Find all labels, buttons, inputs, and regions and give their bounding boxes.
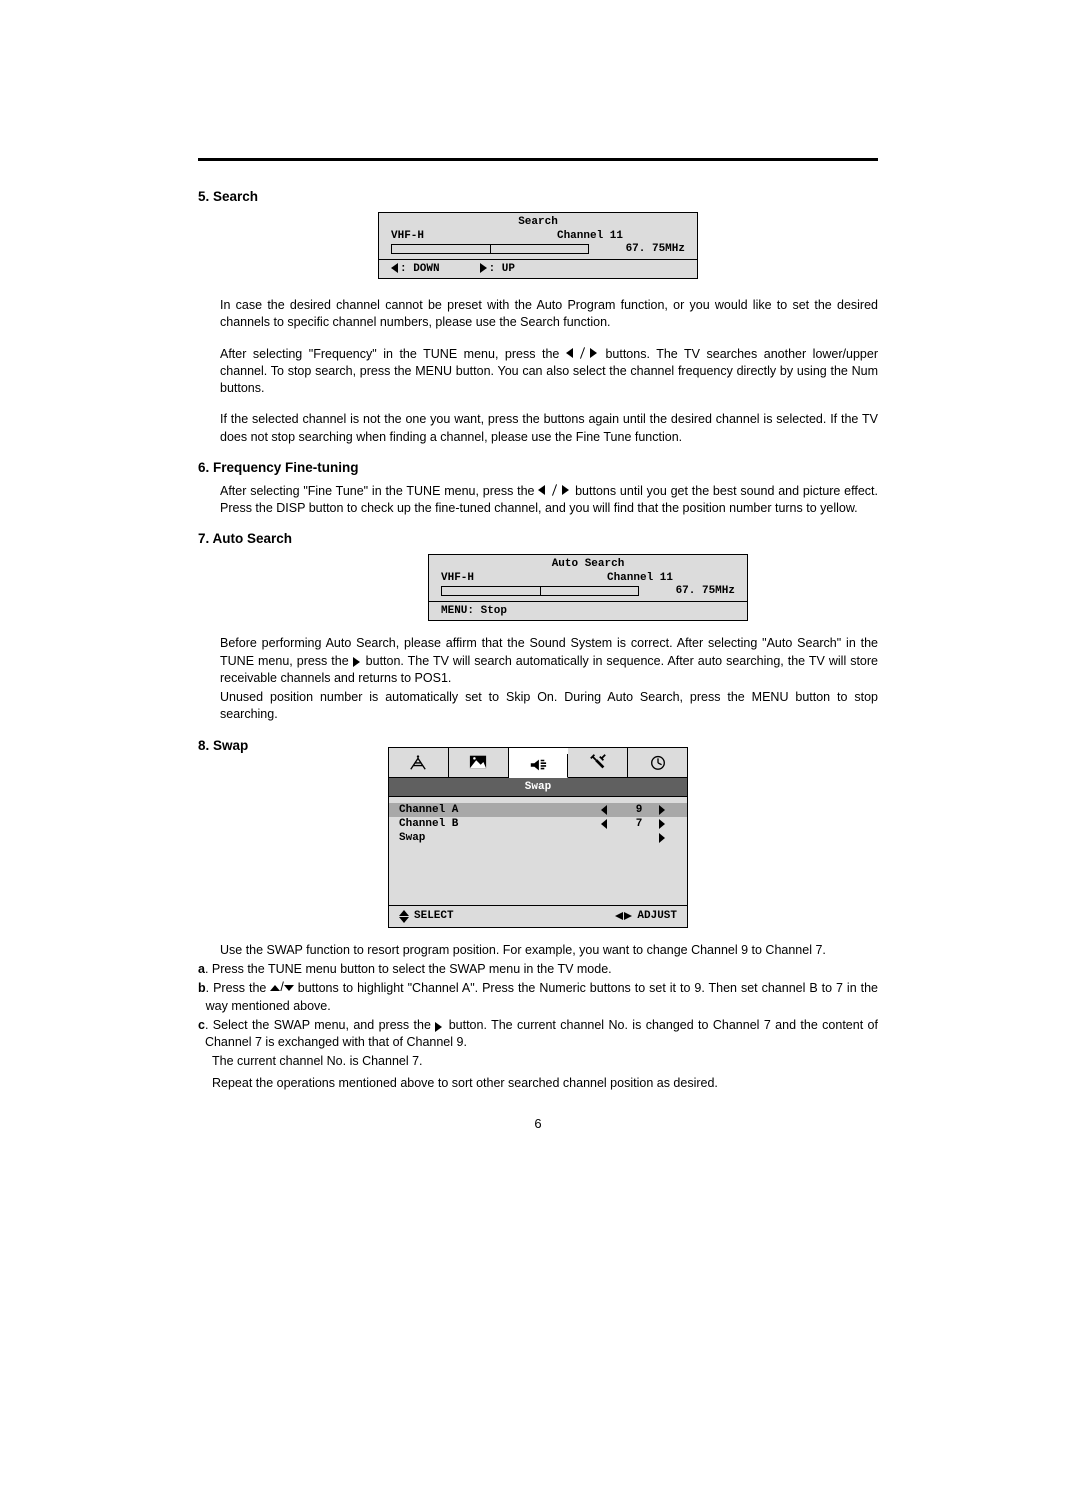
osd-auto-search-box: Auto Search VHF-H Channel 11 67. 75MHz M…	[428, 554, 748, 621]
triangle-right-icon	[659, 819, 665, 829]
heading-search: 5. Search	[198, 189, 878, 204]
triangle-right-icon	[480, 263, 487, 273]
sec5-p1: In case the desired channel cannot be pr…	[220, 297, 878, 332]
tab-sound-icon	[509, 754, 569, 778]
sec8-c3: The current channel No. is Channel 7.	[212, 1053, 878, 1070]
sec8-step-c: c . Select the SWAP menu, and press the …	[198, 1017, 878, 1052]
heading-auto-search: 7. Auto Search	[198, 531, 878, 546]
swap-row-b: Channel B 7	[399, 817, 677, 831]
left-right-icon	[538, 485, 571, 495]
triangle-right-icon	[659, 805, 665, 815]
horizontal-rule	[198, 158, 878, 161]
left-right-icon	[566, 348, 599, 358]
triangle-down-icon	[399, 917, 409, 923]
osd-band: VHF-H	[391, 230, 424, 242]
osd-swap-box: Swap Channel A 9 Channel B 7 Swap	[388, 747, 688, 928]
triangle-right-icon	[659, 833, 665, 843]
osd-up-hint: : UP	[480, 263, 515, 275]
heading-fine-tuning: 6. Frequency Fine-tuning	[198, 460, 878, 475]
tab-picture-icon	[449, 748, 509, 778]
tab-antenna-icon	[389, 748, 449, 778]
triangle-right-icon	[353, 657, 360, 667]
triangle-left-icon	[601, 819, 607, 829]
swap-adjust-hint: ADJUST	[615, 910, 677, 923]
sec7-p2: Unused position number is automatically …	[220, 689, 878, 724]
osd-frequency: 67. 75MHz	[626, 243, 685, 255]
swap-select-hint: SELECT	[399, 910, 454, 923]
triangle-up-icon	[399, 910, 409, 916]
osd-frequency: 67. 75MHz	[676, 585, 735, 597]
sec7-p1: Before performing Auto Search, please af…	[220, 635, 878, 687]
osd-auto-title: Auto Search	[429, 555, 747, 572]
triangle-right-icon	[435, 1022, 442, 1032]
sec8-step-b: b . Press the / buttons to highlight "Ch…	[198, 980, 878, 1015]
up-down-icon: /	[270, 979, 293, 996]
arrow-right-icon	[624, 912, 632, 920]
osd-progress-bar	[391, 244, 589, 254]
heading-swap: 8. Swap	[198, 738, 248, 753]
swap-row-a: Channel A 9	[389, 803, 687, 817]
tab-timer-icon	[628, 748, 687, 778]
osd-down-hint: : DOWN	[391, 263, 440, 275]
triangle-left-icon	[601, 805, 607, 815]
tab-tools-icon	[568, 748, 628, 778]
sec6-p1: After selecting "Fine Tune" in the TUNE …	[220, 483, 878, 518]
osd-search-title: Search	[379, 213, 697, 230]
triangle-left-icon	[391, 263, 398, 273]
osd-channel: Channel 11	[557, 230, 623, 242]
sec5-p3: If the selected channel is not the one y…	[220, 411, 878, 446]
osd-search-box: Search VHF-H Channel 11 67. 75MHz : DOWN…	[378, 212, 698, 279]
sec8-c4: Repeat the operations mentioned above to…	[212, 1075, 878, 1092]
osd-channel: Channel 11	[607, 572, 673, 584]
osd-progress-bar	[441, 586, 639, 596]
arrow-left-icon	[615, 912, 623, 920]
sec8-intro: Use the SWAP function to resort program …	[220, 942, 878, 959]
swap-tab-title: Swap	[389, 778, 687, 797]
osd-band: VHF-H	[441, 572, 474, 584]
osd-menu-stop: MENU: Stop	[441, 605, 507, 617]
sec5-p2: After selecting "Frequency" in the TUNE …	[220, 346, 878, 398]
swap-tabs	[389, 748, 687, 778]
sec8-step-a: a . Press the TUNE menu button to select…	[198, 961, 878, 978]
swap-row-swap: Swap	[399, 831, 677, 845]
page-number: 6	[198, 1116, 878, 1131]
